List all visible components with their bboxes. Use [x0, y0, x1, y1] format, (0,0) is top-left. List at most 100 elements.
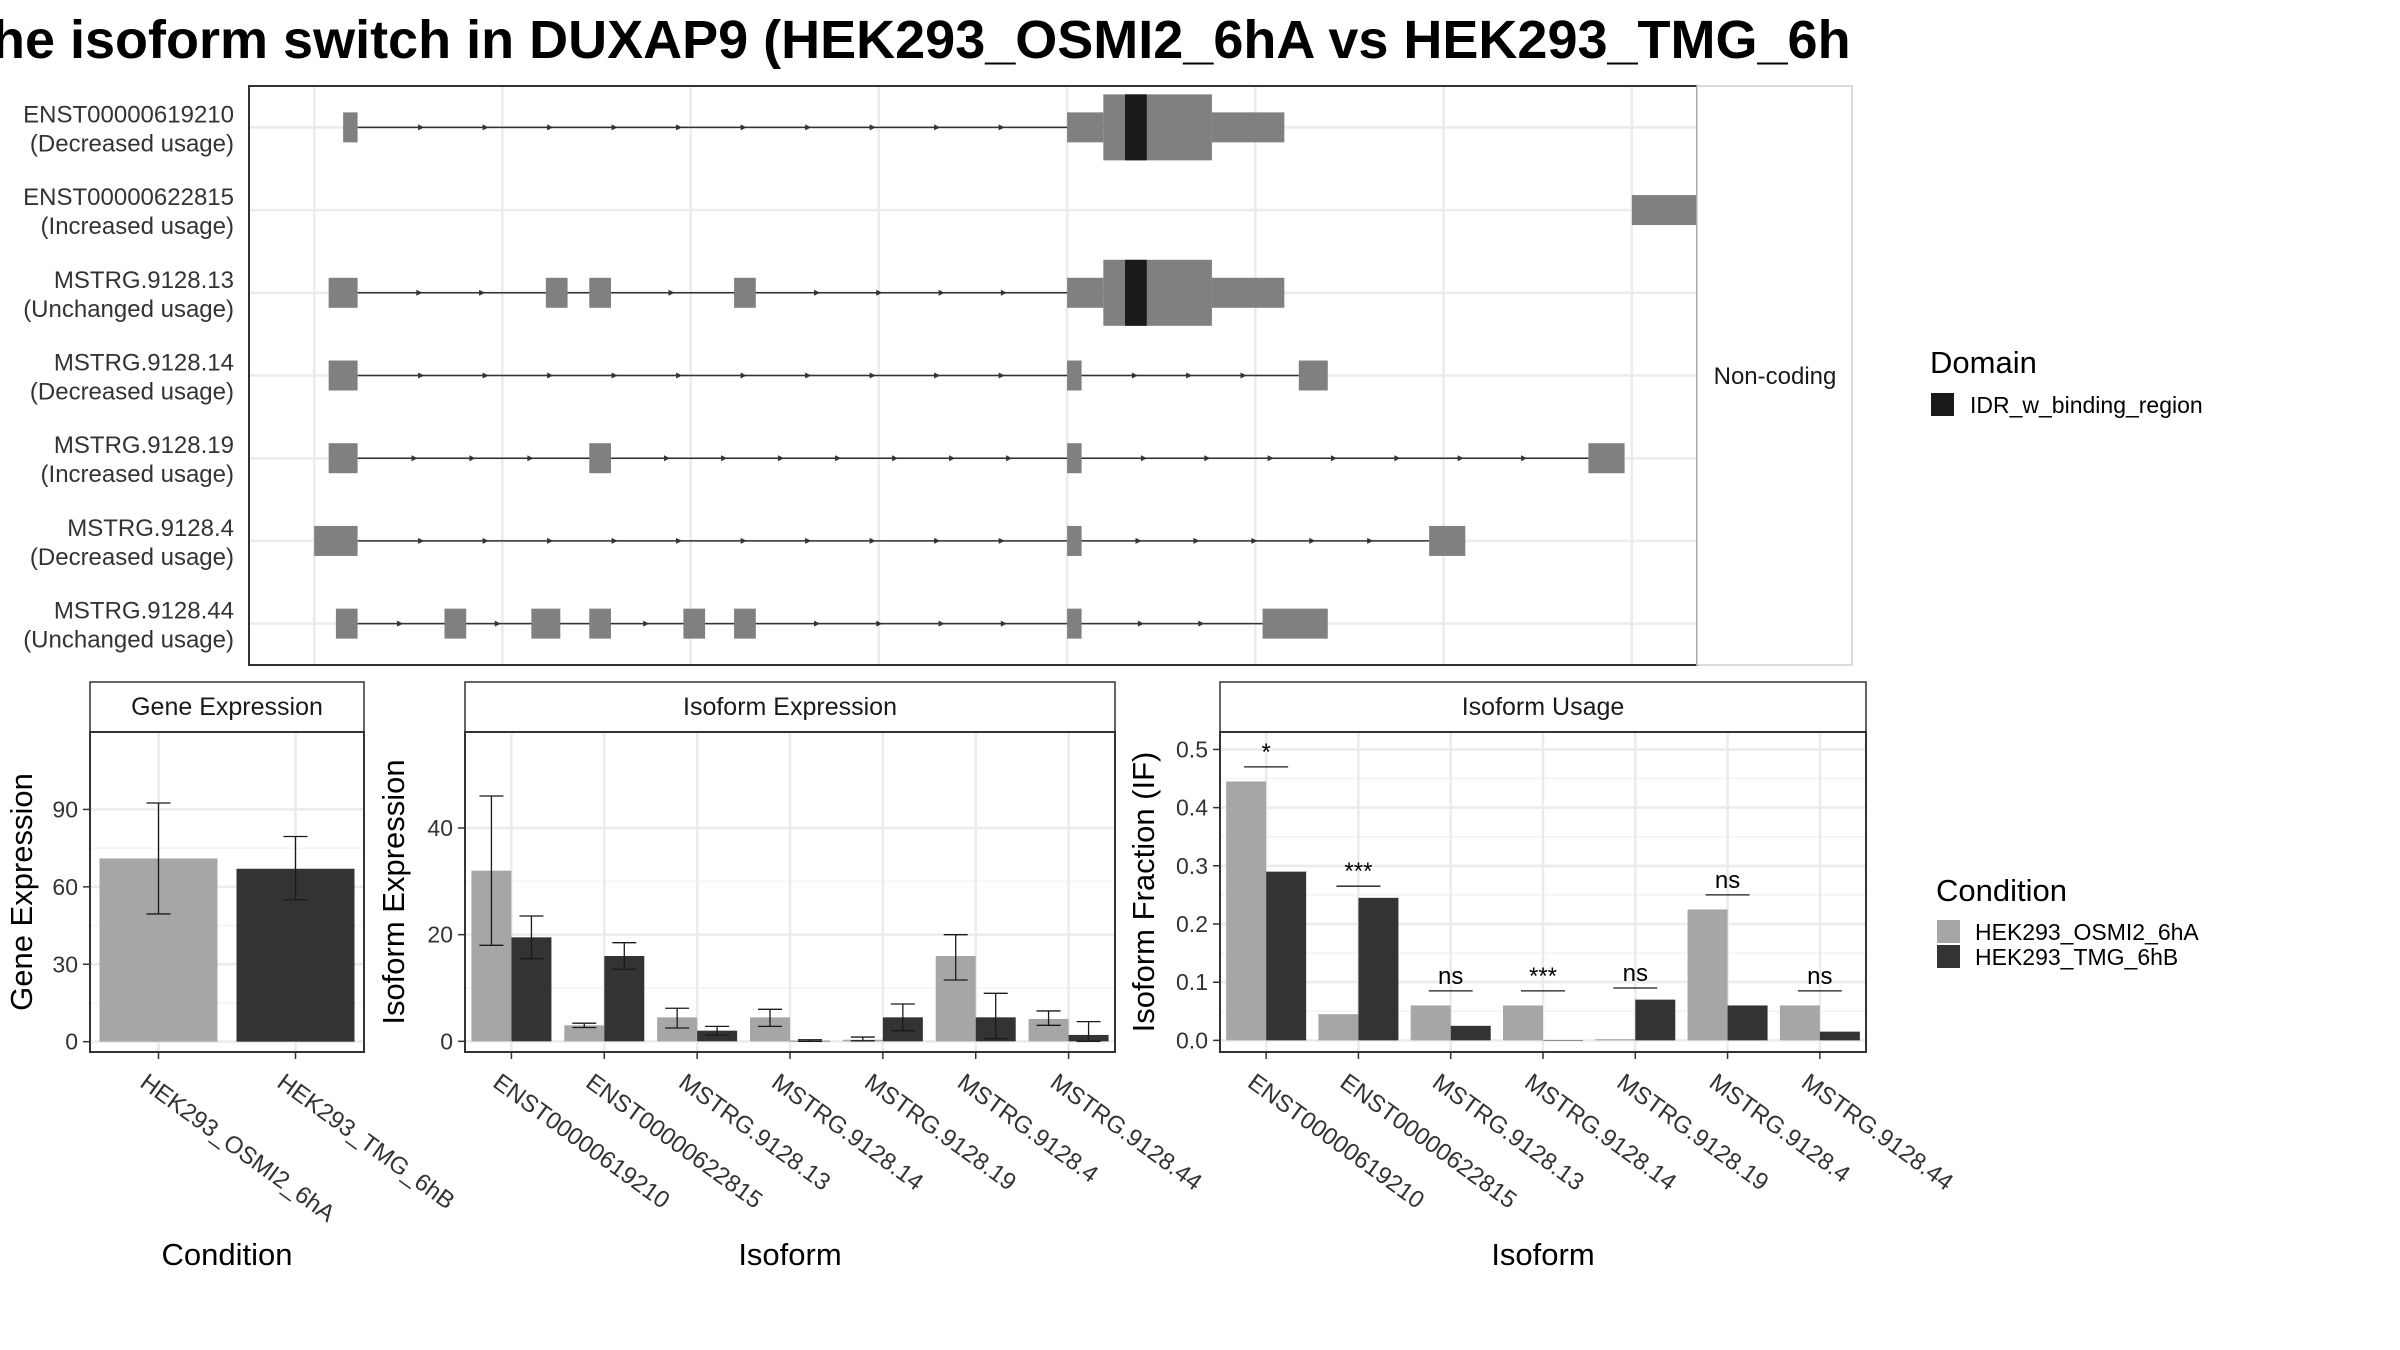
intron-arrow — [1193, 537, 1200, 544]
x-tick-label: MSTRG.9128.14 — [767, 1069, 929, 1197]
intron-arrow — [1000, 620, 1007, 627]
intron-arrow — [482, 372, 489, 379]
panel-strip-label: Isoform Usage — [1462, 693, 1625, 721]
exon-block — [1631, 195, 1697, 226]
y-tick-label: 0.1 — [1176, 969, 1208, 995]
transcript-name: ENST00000622815 — [23, 184, 234, 211]
exon-block — [734, 608, 756, 639]
panel-strip-label: Isoform Expression — [683, 693, 897, 721]
intron-arrow — [1457, 455, 1464, 462]
y-axis-title: Isoform Expression — [376, 759, 411, 1024]
transcript-usage: (Increased usage) — [41, 461, 234, 488]
exon-block — [683, 608, 706, 639]
exon-block — [343, 112, 358, 143]
exon-block — [444, 608, 467, 639]
y-tick-label: 0.2 — [1176, 911, 1208, 937]
bar — [1318, 1014, 1359, 1041]
bar — [697, 1030, 738, 1042]
exon-block — [1588, 443, 1625, 474]
intron-arrow — [1204, 455, 1211, 462]
panel-strip-label: Gene Expression — [131, 693, 323, 721]
bar — [1266, 871, 1307, 1041]
non-coding-label: Non-coding — [1714, 363, 1837, 390]
intron-arrow — [547, 372, 554, 379]
transcript-usage: (Unchanged usage) — [23, 296, 234, 323]
intron-arrow — [469, 455, 476, 462]
transcript-name: MSTRG.9128.13 — [54, 267, 234, 294]
intron-arrow — [1135, 537, 1142, 544]
exon-block — [314, 525, 358, 556]
intron-arrow — [411, 455, 418, 462]
intron-arrow — [1137, 620, 1144, 627]
exon-block — [1067, 360, 1082, 391]
x-tick-label: MSTRG.9128.13 — [1427, 1069, 1589, 1197]
transcript-usage: (Decreased usage) — [30, 379, 234, 406]
intron-arrow — [611, 537, 618, 544]
intron-arrow — [1240, 372, 1247, 379]
intron-arrow — [1367, 537, 1374, 544]
exon-block — [734, 277, 756, 308]
panel-strip — [89, 681, 365, 733]
intron-arrow — [805, 124, 812, 131]
exon-block — [1067, 608, 1082, 639]
bar — [1028, 1018, 1069, 1042]
intron-arrow — [814, 620, 821, 627]
intron-arrow — [778, 455, 785, 462]
exon-block — [1211, 277, 1285, 308]
y-tick-label: 0.4 — [1176, 795, 1208, 821]
exon-block — [1067, 443, 1082, 474]
bar — [1410, 1005, 1451, 1041]
condition-legend-title: Condition — [1936, 873, 2067, 908]
bar — [750, 1017, 790, 1042]
intron-arrow — [1006, 455, 1013, 462]
significance-label: ns — [1623, 960, 1648, 987]
exon-block — [1262, 608, 1328, 639]
bar — [1595, 1039, 1636, 1041]
intron-arrow — [418, 372, 425, 379]
exon-block — [1103, 259, 1212, 326]
exon-block — [328, 360, 358, 391]
intron-arrow — [676, 372, 683, 379]
y-tick-label: 30 — [52, 951, 78, 977]
exon-block — [1103, 94, 1212, 161]
intron-arrow — [740, 124, 747, 131]
bar — [657, 1017, 698, 1042]
intron-arrow — [1309, 537, 1316, 544]
y-tick-label: 40 — [427, 815, 453, 841]
bar — [1226, 781, 1267, 1041]
intron-arrow — [1521, 455, 1528, 462]
intron-arrow — [668, 289, 675, 296]
exon-block — [1067, 525, 1082, 556]
x-tick-label: MSTRG.9128.14 — [1520, 1069, 1682, 1197]
intron-arrow — [494, 620, 501, 627]
bar — [1687, 909, 1728, 1041]
intron-arrow — [482, 537, 489, 544]
intron-arrow — [998, 124, 1005, 131]
intron-arrow — [938, 620, 945, 627]
bar — [1819, 1031, 1860, 1041]
intron-arrow — [805, 372, 812, 379]
intron-arrow — [1131, 372, 1138, 379]
x-axis-title: Isoform — [1491, 1237, 1594, 1272]
intron-arrow — [934, 124, 941, 131]
intron-arrow — [1000, 289, 1007, 296]
intron-arrow — [998, 372, 1005, 379]
exon-block — [1298, 360, 1328, 391]
x-tick-label: MSTRG.9128.13 — [674, 1069, 836, 1197]
intron-arrow — [869, 372, 876, 379]
domain-legend-title: Domain — [1930, 345, 2037, 380]
transcript-name: MSTRG.9128.19 — [54, 432, 234, 459]
y-tick-label: 20 — [427, 922, 453, 948]
intron-arrow — [938, 289, 945, 296]
y-tick-label: 60 — [52, 874, 78, 900]
transcript-name: MSTRG.9128.44 — [54, 598, 234, 625]
significance-label: *** — [1529, 963, 1557, 990]
bar — [564, 1025, 605, 1042]
exon-block — [1067, 277, 1104, 308]
bar — [1543, 1040, 1583, 1041]
domain-legend-swatch — [1931, 393, 1954, 416]
exon-block — [531, 608, 561, 639]
intron-arrow — [676, 537, 683, 544]
panel-border — [89, 731, 365, 1053]
